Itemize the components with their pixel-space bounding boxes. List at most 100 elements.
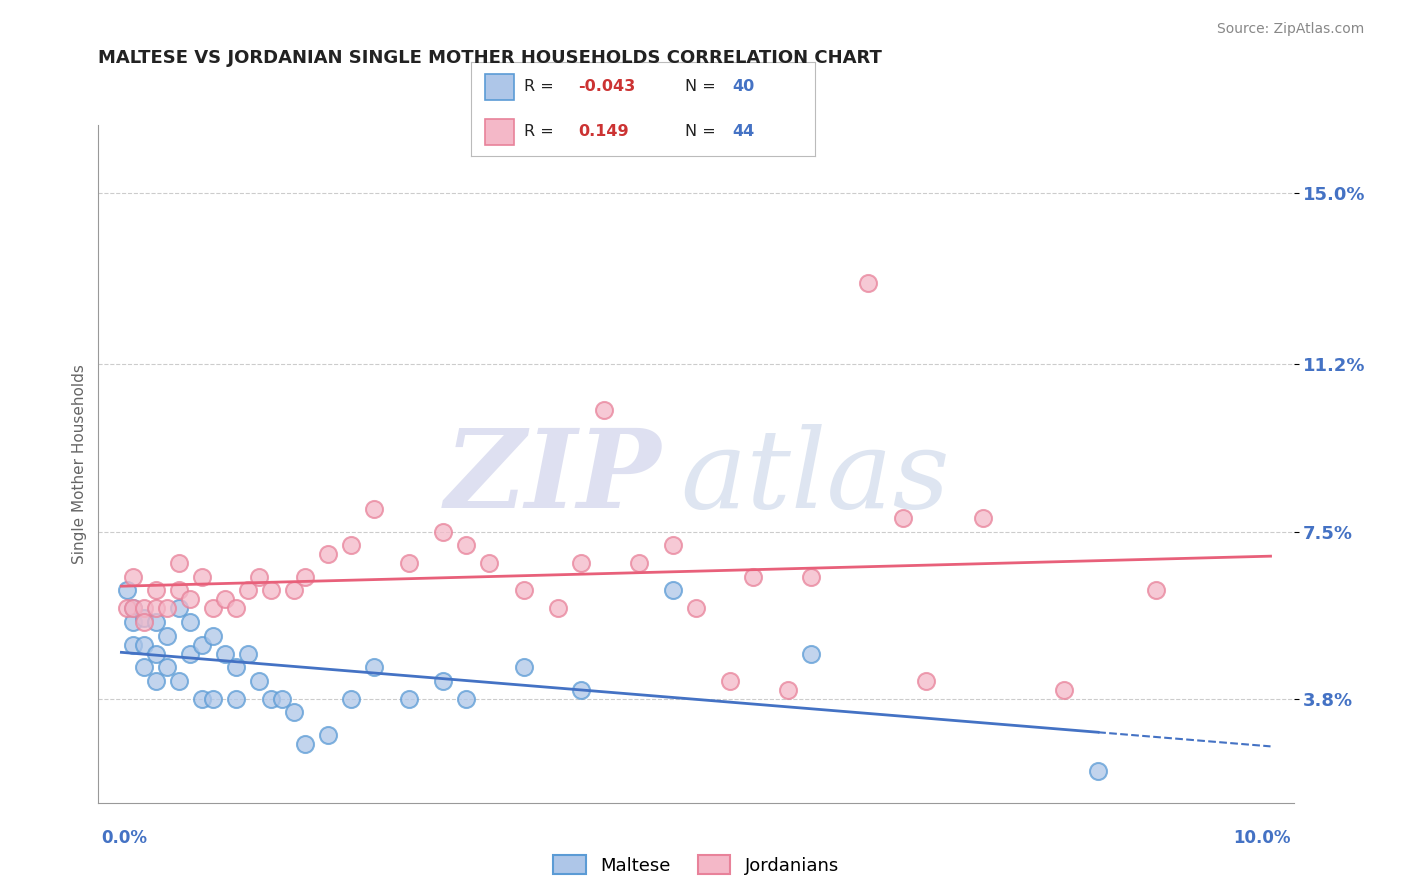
Point <box>914 673 936 688</box>
Point <box>191 638 214 652</box>
Point <box>179 592 201 607</box>
Point <box>214 592 236 607</box>
Text: MALTESE VS JORDANIAN SINGLE MOTHER HOUSEHOLDS CORRELATION CHART: MALTESE VS JORDANIAN SINGLE MOTHER HOUSE… <box>98 49 883 67</box>
Text: R =: R = <box>524 78 554 94</box>
Point <box>225 691 247 706</box>
Point <box>316 728 339 742</box>
Text: N =: N = <box>685 124 716 139</box>
Point <box>225 660 247 674</box>
Point <box>776 682 799 697</box>
Point <box>271 691 294 706</box>
Point <box>145 647 167 661</box>
Point <box>156 601 179 615</box>
Point <box>720 673 742 688</box>
Point <box>742 570 765 584</box>
Point <box>294 570 316 584</box>
Point <box>202 629 225 643</box>
Bar <box>485 119 515 145</box>
Point <box>191 691 214 706</box>
Point <box>247 570 270 584</box>
Point <box>134 638 156 652</box>
Point <box>202 691 225 706</box>
Point <box>593 402 616 417</box>
Point <box>685 601 707 615</box>
Point <box>891 511 914 525</box>
Point <box>247 673 270 688</box>
Text: ZIP: ZIP <box>444 424 661 531</box>
Bar <box>485 74 515 100</box>
Point <box>456 691 478 706</box>
Point <box>432 524 454 539</box>
Point <box>167 556 190 570</box>
Point <box>134 610 156 624</box>
Y-axis label: Single Mother Households: Single Mother Households <box>72 364 87 564</box>
Point <box>145 673 167 688</box>
Point <box>167 673 190 688</box>
Point <box>115 583 138 598</box>
Text: 0.0%: 0.0% <box>101 830 148 847</box>
Text: R =: R = <box>524 124 554 139</box>
Point <box>134 615 156 629</box>
Point <box>260 691 283 706</box>
Point <box>456 538 478 552</box>
Point <box>145 601 167 615</box>
Point <box>340 538 363 552</box>
Point <box>191 570 214 584</box>
Point <box>478 556 501 570</box>
Point <box>122 601 145 615</box>
Point <box>569 556 592 570</box>
Point <box>1053 682 1076 697</box>
Point <box>145 615 167 629</box>
Point <box>398 556 420 570</box>
Point <box>294 737 316 751</box>
Point <box>662 583 685 598</box>
Point <box>1087 764 1109 779</box>
Point <box>122 615 145 629</box>
Point <box>398 691 420 706</box>
Point <box>547 601 569 615</box>
Point <box>156 660 179 674</box>
Point <box>340 691 363 706</box>
Point <box>363 660 385 674</box>
Point <box>363 502 385 516</box>
Point <box>115 601 138 615</box>
Point <box>122 638 145 652</box>
Point <box>512 583 534 598</box>
Point <box>167 601 190 615</box>
Point <box>662 538 685 552</box>
Point <box>122 570 145 584</box>
Point <box>283 583 305 598</box>
Point <box>179 647 201 661</box>
Point <box>283 706 305 720</box>
Point <box>156 629 179 643</box>
Text: -0.043: -0.043 <box>578 78 636 94</box>
Point <box>800 570 823 584</box>
Text: 44: 44 <box>733 124 755 139</box>
Point <box>316 547 339 561</box>
Point <box>858 276 880 290</box>
Point <box>202 601 225 615</box>
Point <box>134 660 156 674</box>
Point <box>236 647 259 661</box>
Point <box>627 556 650 570</box>
Point <box>122 601 145 615</box>
Text: 0.149: 0.149 <box>578 124 628 139</box>
Point <box>432 673 454 688</box>
Text: 40: 40 <box>733 78 755 94</box>
Point <box>236 583 259 598</box>
Point <box>167 583 190 598</box>
Point <box>225 601 247 615</box>
Point <box>972 511 994 525</box>
Point <box>214 647 236 661</box>
Point <box>512 660 534 674</box>
Point <box>260 583 283 598</box>
Point <box>800 647 823 661</box>
Text: 10.0%: 10.0% <box>1233 830 1291 847</box>
Point <box>134 601 156 615</box>
Text: Source: ZipAtlas.com: Source: ZipAtlas.com <box>1216 22 1364 37</box>
Text: N =: N = <box>685 78 716 94</box>
Point <box>145 583 167 598</box>
Point <box>569 682 592 697</box>
Text: atlas: atlas <box>681 424 950 531</box>
Legend: Maltese, Jordanians: Maltese, Jordanians <box>546 848 846 882</box>
